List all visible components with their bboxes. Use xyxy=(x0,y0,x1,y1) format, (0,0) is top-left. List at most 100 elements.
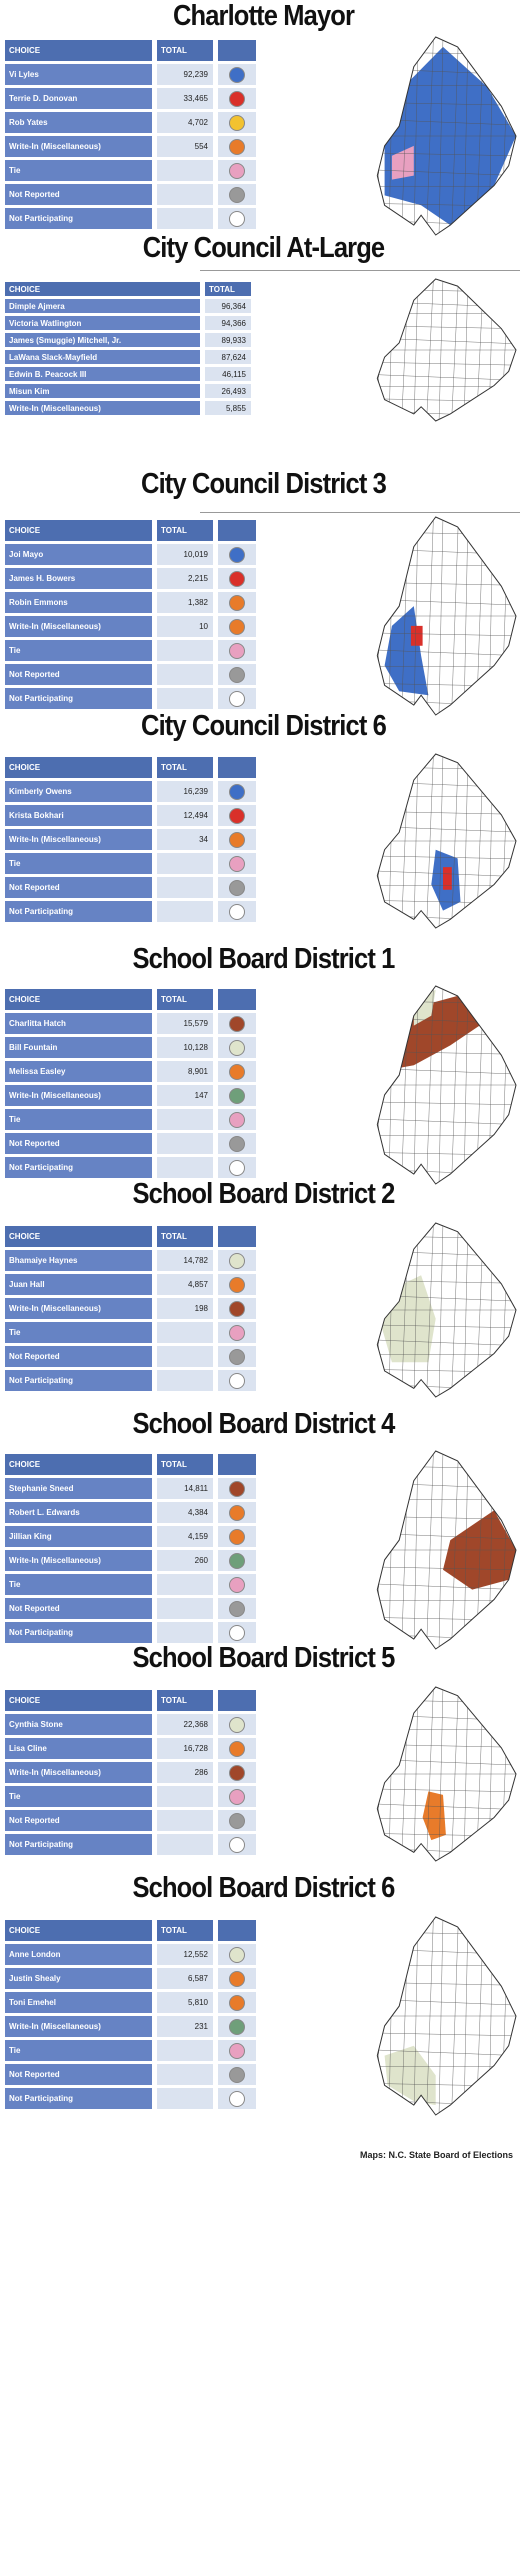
legend-swatch xyxy=(229,1348,245,1365)
row-total xyxy=(157,640,213,661)
header-choice: CHOICE xyxy=(5,520,152,541)
row-choice: Justin Shealy xyxy=(5,1968,152,1989)
header-color-cell xyxy=(218,1920,256,1941)
row-choice: Charlitta Hatch xyxy=(5,1013,152,1034)
legend-swatch xyxy=(229,1764,245,1781)
legend-swatch xyxy=(229,879,245,896)
legend-swatch xyxy=(229,618,245,635)
row-choice: Rob Yates xyxy=(5,112,152,133)
row-choice: Tie xyxy=(5,160,152,181)
legend-swatch xyxy=(229,1300,245,1317)
legend-swatch xyxy=(229,807,245,824)
row-choice: Write-In (Miscellaneous) xyxy=(5,1762,152,1783)
row-choice: Write-In (Miscellaneous) xyxy=(5,1085,152,1106)
precinct-map xyxy=(376,278,517,422)
row-total xyxy=(157,1109,213,1130)
row-total: 554 xyxy=(157,136,213,157)
row-total xyxy=(157,1810,213,1831)
header-color-cell xyxy=(218,989,256,1010)
legend-swatch xyxy=(229,1788,245,1805)
row-total xyxy=(157,664,213,685)
precinct-map xyxy=(376,1686,517,1862)
row-choice: Not Participating xyxy=(5,1157,152,1178)
row-choice: Write-In (Miscellaneous) xyxy=(5,2016,152,2037)
row-total xyxy=(157,2088,213,2109)
section-title: City Council District 3 xyxy=(141,468,387,500)
precinct-map xyxy=(376,516,517,716)
row-choice: Terrie D. Donovan xyxy=(5,88,152,109)
header-total: TOTAL xyxy=(157,1920,213,1941)
header-choice: CHOICE xyxy=(5,1454,152,1475)
row-total: 14,811 xyxy=(157,1478,213,1499)
header-choice: CHOICE xyxy=(5,1226,152,1247)
row-total: 34 xyxy=(157,829,213,850)
legend-swatch xyxy=(229,90,245,107)
legend-swatch xyxy=(229,855,245,872)
row-choice: Misun Kim xyxy=(5,384,200,398)
legend-swatch xyxy=(229,1970,245,1987)
legend-swatch xyxy=(229,546,245,563)
row-total xyxy=(157,2064,213,2085)
section-title: School Board District 2 xyxy=(132,1178,396,1210)
row-choice: Not Reported xyxy=(5,1133,152,1154)
row-choice: Robin Emmons xyxy=(5,592,152,613)
section-title: City Council District 6 xyxy=(141,710,387,742)
row-choice: Toni Emehel xyxy=(5,1992,152,2013)
row-total xyxy=(157,1622,213,1643)
header-color-cell xyxy=(218,1226,256,1247)
section-title: School Board District 6 xyxy=(132,1872,396,1904)
legend-swatch xyxy=(229,1276,245,1293)
row-total xyxy=(157,208,213,229)
row-choice: Not Participating xyxy=(5,1622,152,1643)
row-choice: Vi Lyles xyxy=(5,64,152,85)
row-choice: Robert L. Edwards xyxy=(5,1502,152,1523)
row-choice: Write-In (Miscellaneous) xyxy=(5,1550,152,1571)
legend-swatch xyxy=(229,1552,245,1569)
legend-swatch xyxy=(229,666,245,683)
legend-swatch xyxy=(229,1015,245,1032)
row-choice: James H. Bowers xyxy=(5,568,152,589)
row-choice: Bhamaiye Haynes xyxy=(5,1250,152,1271)
row-choice: Juan Hall xyxy=(5,1274,152,1295)
row-total xyxy=(157,1574,213,1595)
legend-swatch xyxy=(229,2090,245,2107)
row-total: 96,364 xyxy=(205,299,251,313)
row-total xyxy=(157,688,213,709)
row-choice: Tie xyxy=(5,640,152,661)
row-total: 4,384 xyxy=(157,1502,213,1523)
legend-swatch xyxy=(229,1135,245,1152)
row-choice: Tie xyxy=(5,1786,152,1807)
section-title: City Council At-Large xyxy=(142,232,385,264)
row-total xyxy=(157,1598,213,1619)
precinct-map xyxy=(376,1916,517,2116)
header-total: TOTAL xyxy=(157,1690,213,1711)
legend-swatch xyxy=(229,831,245,848)
row-total: 10,128 xyxy=(157,1037,213,1058)
header-choice: CHOICE xyxy=(5,1690,152,1711)
row-choice: Not Reported xyxy=(5,1598,152,1619)
legend-swatch xyxy=(229,1812,245,1829)
row-choice: Lisa Cline xyxy=(5,1738,152,1759)
header-total: TOTAL xyxy=(205,282,251,296)
legend-swatch xyxy=(229,2066,245,2083)
row-total xyxy=(157,1133,213,1154)
row-choice: Not Participating xyxy=(5,1370,152,1391)
row-total xyxy=(157,853,213,874)
row-choice: Not Reported xyxy=(5,877,152,898)
row-total: 16,239 xyxy=(157,781,213,802)
divider xyxy=(200,512,520,513)
header-total: TOTAL xyxy=(157,40,213,61)
row-choice: Stephanie Sneed xyxy=(5,1478,152,1499)
row-total: 4,702 xyxy=(157,112,213,133)
legend-swatch xyxy=(229,690,245,707)
legend-swatch xyxy=(229,1946,245,1963)
footer-credit: Maps: N.C. State Board of Elections xyxy=(359,2150,513,2160)
row-total xyxy=(157,901,213,922)
header-total: TOTAL xyxy=(157,1454,213,1475)
legend-swatch xyxy=(229,642,245,659)
row-total: 4,857 xyxy=(157,1274,213,1295)
precinct-map xyxy=(376,985,517,1185)
legend-swatch xyxy=(229,1624,245,1641)
row-choice: Victoria Watlington xyxy=(5,316,200,330)
row-total: 147 xyxy=(157,1085,213,1106)
